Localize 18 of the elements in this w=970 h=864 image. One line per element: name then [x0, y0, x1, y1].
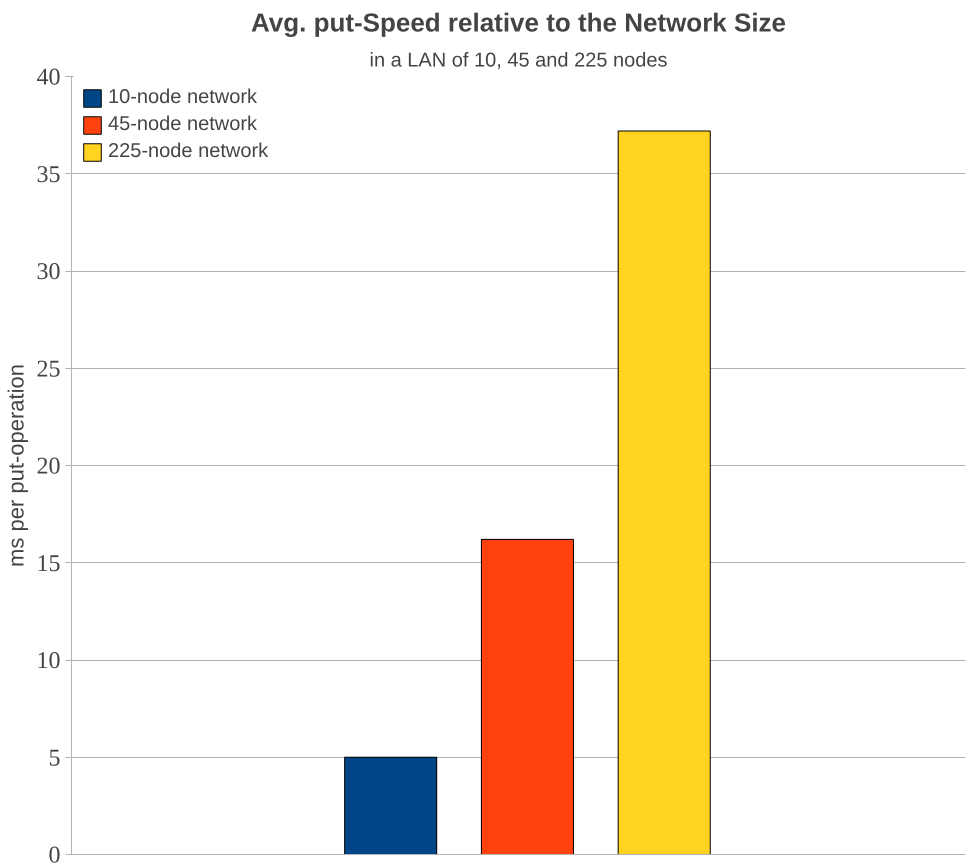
y-tick-label: 40	[36, 64, 60, 90]
y-axis-title: ms per put-operation	[4, 364, 28, 567]
bar	[344, 756, 438, 854]
y-tick-label: 5	[48, 745, 60, 772]
chart-title: Avg. put-Speed relative to the Network Size	[250, 8, 786, 38]
y-tick-label: 15	[36, 550, 60, 577]
y-tick-label: 30	[36, 259, 60, 285]
legend-label: 45-node network	[108, 113, 257, 136]
legend-label: 225-node network	[108, 140, 268, 163]
bar	[618, 130, 711, 854]
y-tick-label: 10	[36, 648, 60, 674]
y-tick-label: 0	[48, 842, 60, 864]
legend-label: 10-node network	[108, 86, 257, 109]
chart-subtitle: in a LAN of 10, 45 and 225 nodes	[369, 50, 668, 72]
y-tick-label: 20	[36, 454, 60, 480]
y-tick-label: 25	[36, 356, 60, 382]
y-tick-label: 35	[36, 162, 60, 188]
bar	[480, 538, 574, 854]
